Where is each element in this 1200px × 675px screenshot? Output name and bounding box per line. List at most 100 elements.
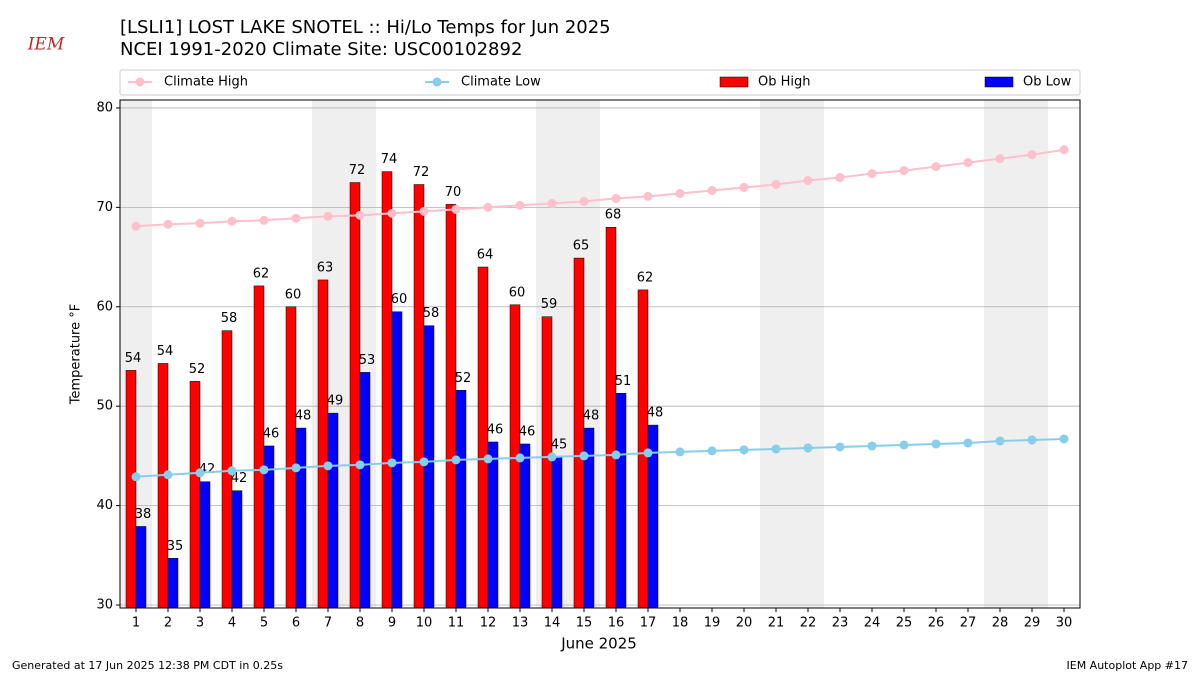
x-tick-label: 13	[512, 616, 529, 631]
x-tick-label: 10	[416, 616, 433, 631]
point	[707, 185, 717, 195]
data-label: 68	[605, 208, 622, 223]
data-label: 46	[519, 424, 536, 439]
point	[291, 463, 301, 473]
bar	[285, 306, 297, 609]
data-label: 53	[359, 353, 376, 368]
bar	[167, 558, 179, 609]
bar	[477, 266, 489, 609]
y-tick-label: 30	[96, 598, 113, 613]
point	[355, 460, 365, 470]
point	[355, 210, 365, 220]
data-label: 49	[327, 394, 344, 409]
x-tick-label: 11	[448, 616, 465, 631]
data-label: 52	[189, 362, 206, 377]
x-tick-label: 3	[196, 616, 204, 631]
point	[899, 440, 909, 450]
bar	[455, 390, 467, 609]
x-tick-label: 15	[576, 616, 593, 631]
footer-right: IEM Autoplot App #17	[1067, 659, 1189, 672]
point	[259, 465, 269, 475]
x-tick-label: 1	[132, 616, 140, 631]
bar	[573, 257, 585, 609]
x-tick-label: 28	[992, 616, 1009, 631]
point	[515, 200, 525, 210]
x-tick-label: 27	[960, 616, 977, 631]
point	[323, 211, 333, 221]
weekend-band	[984, 100, 1016, 608]
data-label: 63	[317, 260, 334, 275]
point	[387, 208, 397, 218]
x-tick-label: 14	[544, 616, 561, 631]
legend-marker	[135, 77, 145, 87]
data-label: 60	[285, 287, 302, 302]
point	[579, 196, 589, 206]
chart-title: [LSLI1] LOST LAKE SNOTEL :: Hi/Lo Temps …	[120, 17, 611, 38]
y-tick-label: 70	[96, 200, 113, 215]
x-tick-label: 18	[672, 616, 689, 631]
x-tick-label: 29	[1024, 616, 1041, 631]
data-label: 60	[509, 285, 526, 300]
data-label: 58	[221, 311, 238, 326]
point	[931, 439, 941, 449]
data-label: 72	[349, 163, 366, 178]
x-axis-label: June 2025	[560, 635, 637, 653]
bar	[135, 526, 147, 609]
bar	[199, 481, 211, 609]
point	[195, 218, 205, 228]
legend-swatch	[984, 76, 1014, 88]
point	[419, 457, 429, 467]
legend-label: Ob High	[758, 75, 811, 90]
point	[419, 206, 429, 216]
logo: IEM	[27, 35, 65, 55]
point	[195, 468, 205, 478]
point	[771, 444, 781, 454]
x-tick-label: 19	[704, 616, 721, 631]
bar	[295, 427, 307, 609]
data-label: 54	[125, 351, 142, 366]
data-label: 62	[637, 270, 654, 285]
point	[899, 166, 909, 176]
data-label: 72	[413, 165, 430, 180]
point	[451, 204, 461, 214]
legend-marker	[432, 77, 442, 87]
data-label: 48	[295, 409, 312, 424]
data-label: 48	[583, 409, 600, 424]
x-tick-label: 23	[832, 616, 849, 631]
x-tick-label: 12	[480, 616, 497, 631]
data-label: 54	[157, 344, 174, 359]
data-label: 48	[647, 406, 664, 421]
point	[643, 191, 653, 201]
point	[579, 451, 589, 461]
point	[547, 198, 557, 208]
point	[291, 213, 301, 223]
point	[483, 202, 493, 212]
data-label: 46	[263, 426, 280, 441]
bar	[359, 372, 371, 609]
x-tick-label: 7	[324, 616, 332, 631]
bar	[487, 441, 499, 609]
point	[1027, 150, 1037, 160]
legend-label: Climate Low	[461, 75, 541, 90]
point	[675, 188, 685, 198]
data-label: 59	[541, 297, 558, 312]
y-axis-label: Temperature °F	[69, 304, 84, 405]
x-tick-label: 4	[228, 616, 236, 631]
point	[131, 472, 141, 482]
line	[135, 148, 1065, 228]
point	[483, 454, 493, 464]
data-label: 38	[135, 507, 152, 522]
point	[803, 176, 813, 186]
point	[995, 436, 1005, 446]
bar	[381, 171, 393, 609]
point	[835, 442, 845, 452]
point	[547, 452, 557, 462]
data-label: 35	[167, 539, 184, 554]
x-tick-label: 21	[768, 616, 785, 631]
point	[963, 158, 973, 168]
point	[323, 461, 333, 471]
x-tick-label: 25	[896, 616, 913, 631]
bar	[157, 363, 169, 609]
x-tick-label: 22	[800, 616, 817, 631]
